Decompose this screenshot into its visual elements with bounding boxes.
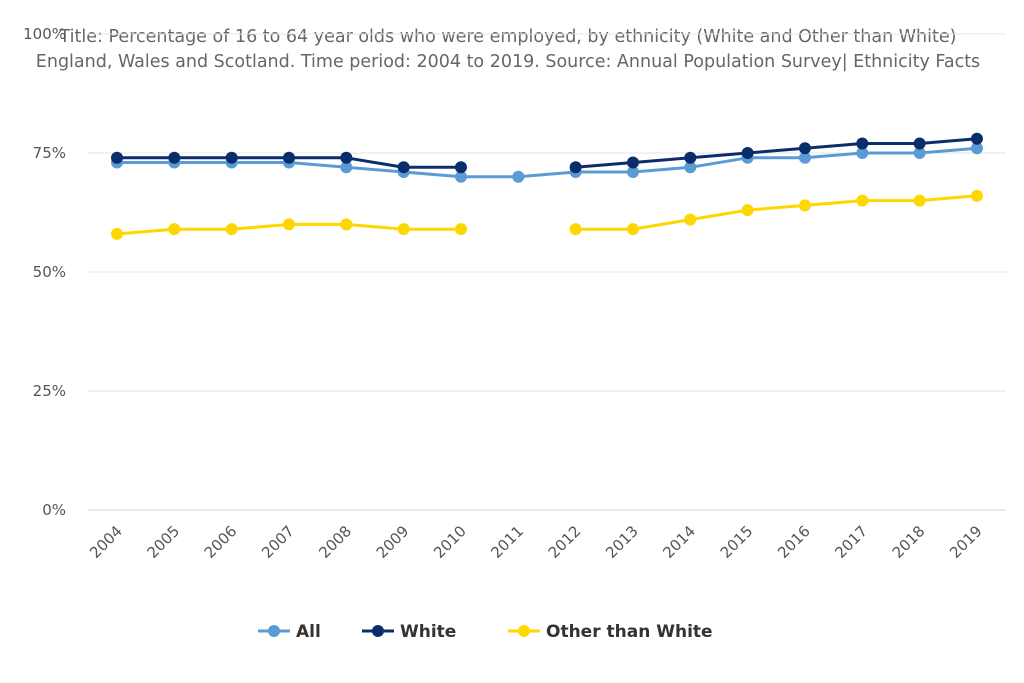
data-point[interactable] <box>569 161 582 174</box>
y-tick-label: 25% <box>33 382 66 400</box>
data-point[interactable] <box>856 147 869 159</box>
series-line <box>115 146 979 179</box>
data-point[interactable] <box>856 194 869 207</box>
data-point[interactable] <box>168 223 181 236</box>
data-point[interactable] <box>340 218 353 231</box>
data-point[interactable] <box>798 142 811 155</box>
data-point[interactable] <box>626 223 639 236</box>
series-white <box>111 132 983 174</box>
series-all <box>111 142 983 183</box>
legend-label: White <box>400 622 456 642</box>
legend-label: Other than White <box>546 622 713 642</box>
data-point[interactable] <box>913 137 926 150</box>
chart-title-line-1: Title: Percentage of 16 to 64 year olds … <box>59 27 957 47</box>
data-point[interactable] <box>225 151 238 164</box>
x-tick-label: 2009 <box>373 522 413 562</box>
data-point[interactable] <box>684 151 697 164</box>
x-tick-label: 2017 <box>831 522 871 562</box>
x-axis-tick-labels: 2004 2005 2006 2007 2008 2009 2010 2011 2012 2013… <box>86 522 986 562</box>
x-tick-label: 2013 <box>602 522 642 562</box>
x-tick-label: 2015 <box>717 522 757 562</box>
x-tick-label: 2014 <box>659 522 699 562</box>
data-point[interactable] <box>282 218 295 231</box>
legend-item-all[interactable]: All <box>258 622 321 642</box>
data-point[interactable] <box>454 223 467 236</box>
legend-label: All <box>296 622 321 642</box>
legend-marker-symbol <box>518 625 530 637</box>
data-point[interactable] <box>454 161 467 174</box>
data-point[interactable] <box>282 151 295 164</box>
data-point[interactable] <box>856 137 869 150</box>
data-point[interactable] <box>741 147 754 159</box>
data-point[interactable] <box>111 227 123 240</box>
chart-title: Title: Percentage of 16 to 64 year olds … <box>36 27 980 72</box>
data-point[interactable] <box>970 132 983 145</box>
data-point[interactable] <box>913 194 926 207</box>
data-point[interactable] <box>397 161 410 174</box>
x-tick-label: 2016 <box>774 522 814 562</box>
data-point[interactable] <box>913 147 926 159</box>
data-point[interactable] <box>741 204 754 217</box>
series-line <box>115 194 979 236</box>
data-point[interactable] <box>569 223 582 236</box>
y-tick-label: 75% <box>33 144 66 162</box>
x-tick-label: 2007 <box>258 522 298 562</box>
y-tick-label: 0% <box>42 501 66 519</box>
data-point[interactable] <box>454 170 467 183</box>
legend-marker-symbol <box>268 625 280 637</box>
data-point[interactable] <box>626 166 639 179</box>
data-point[interactable] <box>970 189 983 202</box>
x-tick-label: 2018 <box>889 522 929 562</box>
data-point[interactable] <box>111 151 123 164</box>
x-tick-label: 2005 <box>143 522 183 562</box>
y-tick-label: 50% <box>33 263 66 281</box>
legend-item-white[interactable]: White <box>362 622 456 642</box>
data-point[interactable] <box>798 151 811 164</box>
data-point[interactable] <box>168 151 181 164</box>
series-group <box>111 132 983 240</box>
gridlines <box>88 33 1006 511</box>
legend-marker-symbol <box>372 625 384 637</box>
y-axis-tick-labels: 0% 25% 50% 75% 100% <box>23 25 66 519</box>
x-tick-label: 2012 <box>545 522 585 562</box>
x-tick-label: 2010 <box>430 522 470 562</box>
x-tick-label: 2008 <box>315 522 355 562</box>
x-tick-label: 2019 <box>946 522 986 562</box>
x-tick-label: 2004 <box>86 522 126 562</box>
data-point[interactable] <box>684 213 697 226</box>
data-point[interactable] <box>684 161 697 174</box>
legend[interactable]: All White Other than White <box>258 622 713 642</box>
data-point[interactable] <box>340 151 353 164</box>
data-point[interactable] <box>626 156 639 169</box>
data-point[interactable] <box>225 223 238 236</box>
legend-item-other-than-white[interactable]: Other than White <box>508 622 713 642</box>
x-tick-label: 2006 <box>201 522 241 562</box>
data-point[interactable] <box>397 223 410 236</box>
data-point[interactable] <box>798 199 811 212</box>
chart-title-line-2: England, Wales and Scotland. Time period… <box>36 52 980 72</box>
series-other-than-white <box>111 189 983 240</box>
data-point[interactable] <box>340 161 353 174</box>
data-point[interactable] <box>970 142 983 155</box>
y-tick-label: 100% <box>23 25 66 43</box>
x-tick-label: 2011 <box>487 522 527 562</box>
data-point[interactable] <box>512 170 525 183</box>
